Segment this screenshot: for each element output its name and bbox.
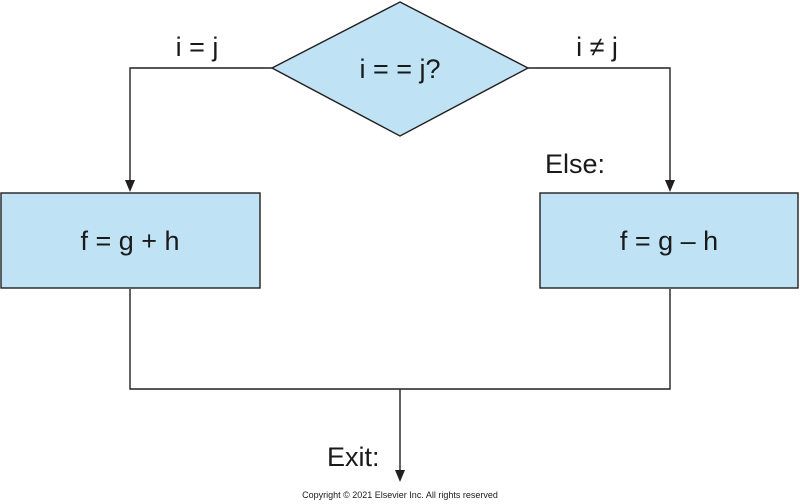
false-branch-label: i ≠ j bbox=[576, 32, 618, 62]
true-branch-connector bbox=[129, 67, 272, 182]
then-process-label: f = g + h bbox=[80, 226, 179, 256]
false-branch-connector bbox=[528, 67, 671, 182]
decision-label: i = = j? bbox=[359, 54, 440, 84]
then-process-box bbox=[0, 192, 261, 289]
merge-connector bbox=[129, 289, 671, 390]
true-branch-arrowhead bbox=[125, 180, 135, 192]
else-label: Else: bbox=[545, 149, 605, 179]
decision-diamond bbox=[270, 1, 530, 137]
false-branch-arrowhead bbox=[665, 180, 675, 192]
exit-label: Exit: bbox=[327, 442, 380, 472]
copyright-text: Copyright © 2021 Elsevier Inc. All right… bbox=[302, 490, 498, 500]
exit-arrowhead bbox=[395, 470, 405, 482]
else-process-label: f = g – h bbox=[620, 226, 718, 256]
else-process-box bbox=[539, 192, 799, 289]
true-branch-label: i = j bbox=[176, 32, 219, 62]
